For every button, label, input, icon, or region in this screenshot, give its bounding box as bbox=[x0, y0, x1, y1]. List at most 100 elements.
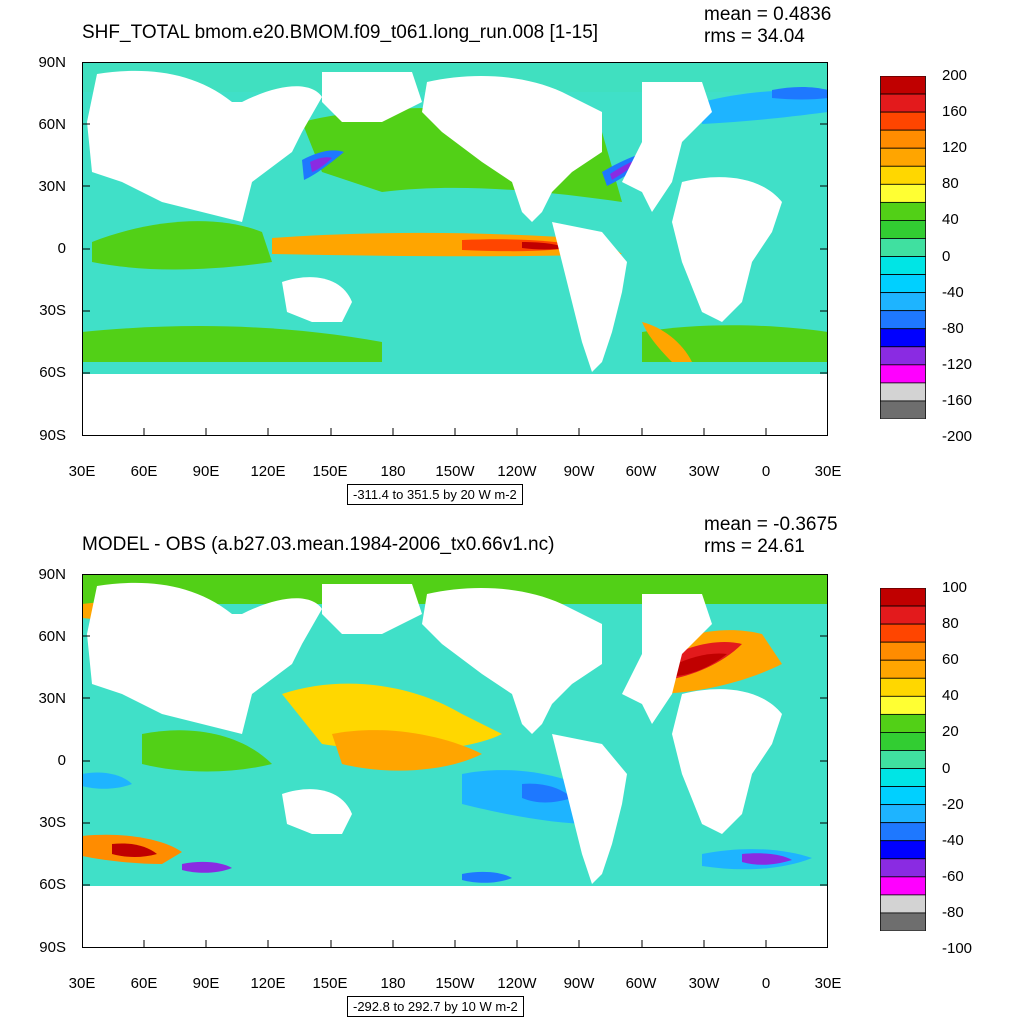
lat-label: 60N bbox=[38, 628, 66, 645]
lat-label: 30S bbox=[39, 302, 66, 319]
colorbar-label: 40 bbox=[942, 211, 959, 229]
mean-value: mean = 0.4836 bbox=[704, 4, 832, 25]
top-map-panel: SHF_TOTAL bmom.e20.BMOM.f09_t061.long_ru… bbox=[38, 4, 973, 505]
colorbar-label: -40 bbox=[942, 831, 964, 849]
colorbar-swatch bbox=[880, 256, 926, 275]
colorbar-label: 120 bbox=[942, 139, 968, 157]
lon-label: 30E bbox=[68, 975, 96, 992]
colorbar-label: -20 bbox=[942, 795, 964, 813]
stats-block: mean = -0.3675 rms = 24.61 bbox=[704, 514, 838, 558]
colorbar-label: -80 bbox=[942, 319, 964, 337]
colorbar-swatch bbox=[880, 165, 926, 185]
lon-label: 30W bbox=[688, 975, 720, 992]
colorbar-swatch bbox=[880, 659, 926, 679]
map-plot bbox=[82, 574, 828, 948]
colorbar-swatch bbox=[880, 605, 926, 625]
mean-value: mean = -0.3675 bbox=[704, 514, 838, 535]
lat-label: 30N bbox=[38, 178, 66, 195]
panel-title: MODEL - OBS (a.b27.03.mean.1984-2006_tx0… bbox=[82, 534, 555, 555]
lat-label: 90S bbox=[39, 939, 66, 956]
colorbar-label: 40 bbox=[942, 687, 959, 705]
lon-label: 180 bbox=[380, 463, 406, 480]
colorbar-label: 60 bbox=[942, 651, 959, 669]
colorbar bbox=[880, 588, 926, 931]
colorbar-swatch bbox=[880, 310, 926, 330]
colorbar-swatch bbox=[880, 93, 926, 113]
colorbar-swatch bbox=[880, 677, 926, 697]
lon-label: 60W bbox=[625, 975, 657, 992]
colorbar-label: -120 bbox=[942, 355, 973, 373]
lon-label: 90W bbox=[563, 463, 595, 480]
lon-label: 120W bbox=[497, 463, 537, 480]
colorbar-swatch bbox=[880, 111, 926, 131]
colorbar-label: 80 bbox=[942, 615, 959, 633]
lon-label: 60W bbox=[625, 463, 657, 480]
colorbar-swatch bbox=[880, 750, 926, 769]
colorbar-swatch bbox=[880, 183, 926, 203]
colorbar-label: -200 bbox=[942, 428, 973, 446]
lat-label: 90N bbox=[38, 566, 66, 583]
colorbar-swatch bbox=[880, 588, 926, 607]
contour-range-box: -292.8 to 292.7 by 10 W m-2 bbox=[347, 996, 524, 1017]
lon-label: 0 bbox=[761, 463, 771, 480]
colorbar-swatch bbox=[880, 695, 926, 715]
bottom-map-panel: MODEL - OBS (a.b27.03.mean.1984-2006_tx0… bbox=[0, 512, 1024, 1024]
colorbar-swatch bbox=[880, 822, 926, 842]
colorbar-swatch bbox=[880, 147, 926, 167]
colorbar-swatch bbox=[880, 894, 926, 914]
lat-label: 90S bbox=[39, 427, 66, 444]
stats-block: mean = 0.4836 rms = 34.04 bbox=[704, 4, 831, 48]
colorbar-label: 20 bbox=[942, 723, 959, 741]
panel-title: SHF_TOTAL bmom.e20.BMOM.f09_t061.long_ru… bbox=[82, 22, 599, 43]
colorbar-label: 0 bbox=[942, 247, 951, 265]
colorbar-swatch bbox=[880, 400, 926, 419]
colorbar-swatch bbox=[880, 328, 926, 348]
lon-label: 120W bbox=[497, 975, 537, 992]
lat-label: 60N bbox=[38, 116, 66, 133]
lat-label: 90N bbox=[38, 54, 66, 71]
colorbar-swatch bbox=[880, 76, 926, 95]
lon-label: 150W bbox=[435, 463, 475, 480]
colorbar-swatch bbox=[880, 912, 926, 931]
rms-value: rms = 24.61 bbox=[704, 536, 805, 557]
lon-label: 30E bbox=[814, 463, 842, 480]
rms-value: rms = 34.04 bbox=[704, 26, 805, 47]
colorbar-swatch bbox=[880, 274, 926, 294]
lat-label: 0 bbox=[57, 752, 66, 769]
lon-label: 150W bbox=[435, 975, 475, 992]
lat-label: 30N bbox=[38, 690, 66, 707]
lat-label: 60S bbox=[39, 364, 66, 381]
lon-label: 90E bbox=[192, 975, 220, 992]
colorbar-swatch bbox=[880, 858, 926, 878]
lon-label: 90W bbox=[563, 975, 595, 992]
lon-label: 60E bbox=[130, 975, 158, 992]
colorbar-swatch bbox=[880, 292, 926, 312]
lat-label: 0 bbox=[57, 240, 66, 257]
colorbar-swatch bbox=[880, 732, 926, 751]
colorbar-swatch bbox=[880, 201, 926, 221]
colorbar-swatch bbox=[880, 129, 926, 149]
colorbar-swatch bbox=[880, 804, 926, 824]
colorbar-label: 100 bbox=[942, 579, 968, 596]
colorbar bbox=[880, 76, 926, 419]
contour-range-box: -311.4 to 351.5 by 20 W m-2 bbox=[347, 484, 523, 505]
colorbar-swatch bbox=[880, 346, 926, 366]
colorbar-label: 80 bbox=[942, 175, 959, 193]
colorbar-swatch bbox=[880, 364, 926, 384]
colorbar-swatch bbox=[880, 382, 926, 402]
colorbar-swatch bbox=[880, 786, 926, 806]
colorbar-swatch bbox=[880, 623, 926, 643]
colorbar-label: 0 bbox=[942, 759, 951, 777]
colorbar-label: 160 bbox=[942, 103, 968, 121]
colorbar-swatch bbox=[880, 713, 926, 733]
lon-label: 60E bbox=[130, 463, 158, 480]
lon-label: 30E bbox=[814, 975, 842, 992]
colorbar-label: -160 bbox=[942, 391, 973, 409]
colorbar-swatch bbox=[880, 220, 926, 239]
lon-label: 150E bbox=[312, 463, 348, 480]
lon-label: 90E bbox=[192, 463, 220, 480]
lon-label: 30W bbox=[688, 463, 720, 480]
colorbar-label: -60 bbox=[942, 867, 964, 885]
colorbar-label: -100 bbox=[942, 940, 973, 958]
colorbar-swatch bbox=[880, 768, 926, 787]
